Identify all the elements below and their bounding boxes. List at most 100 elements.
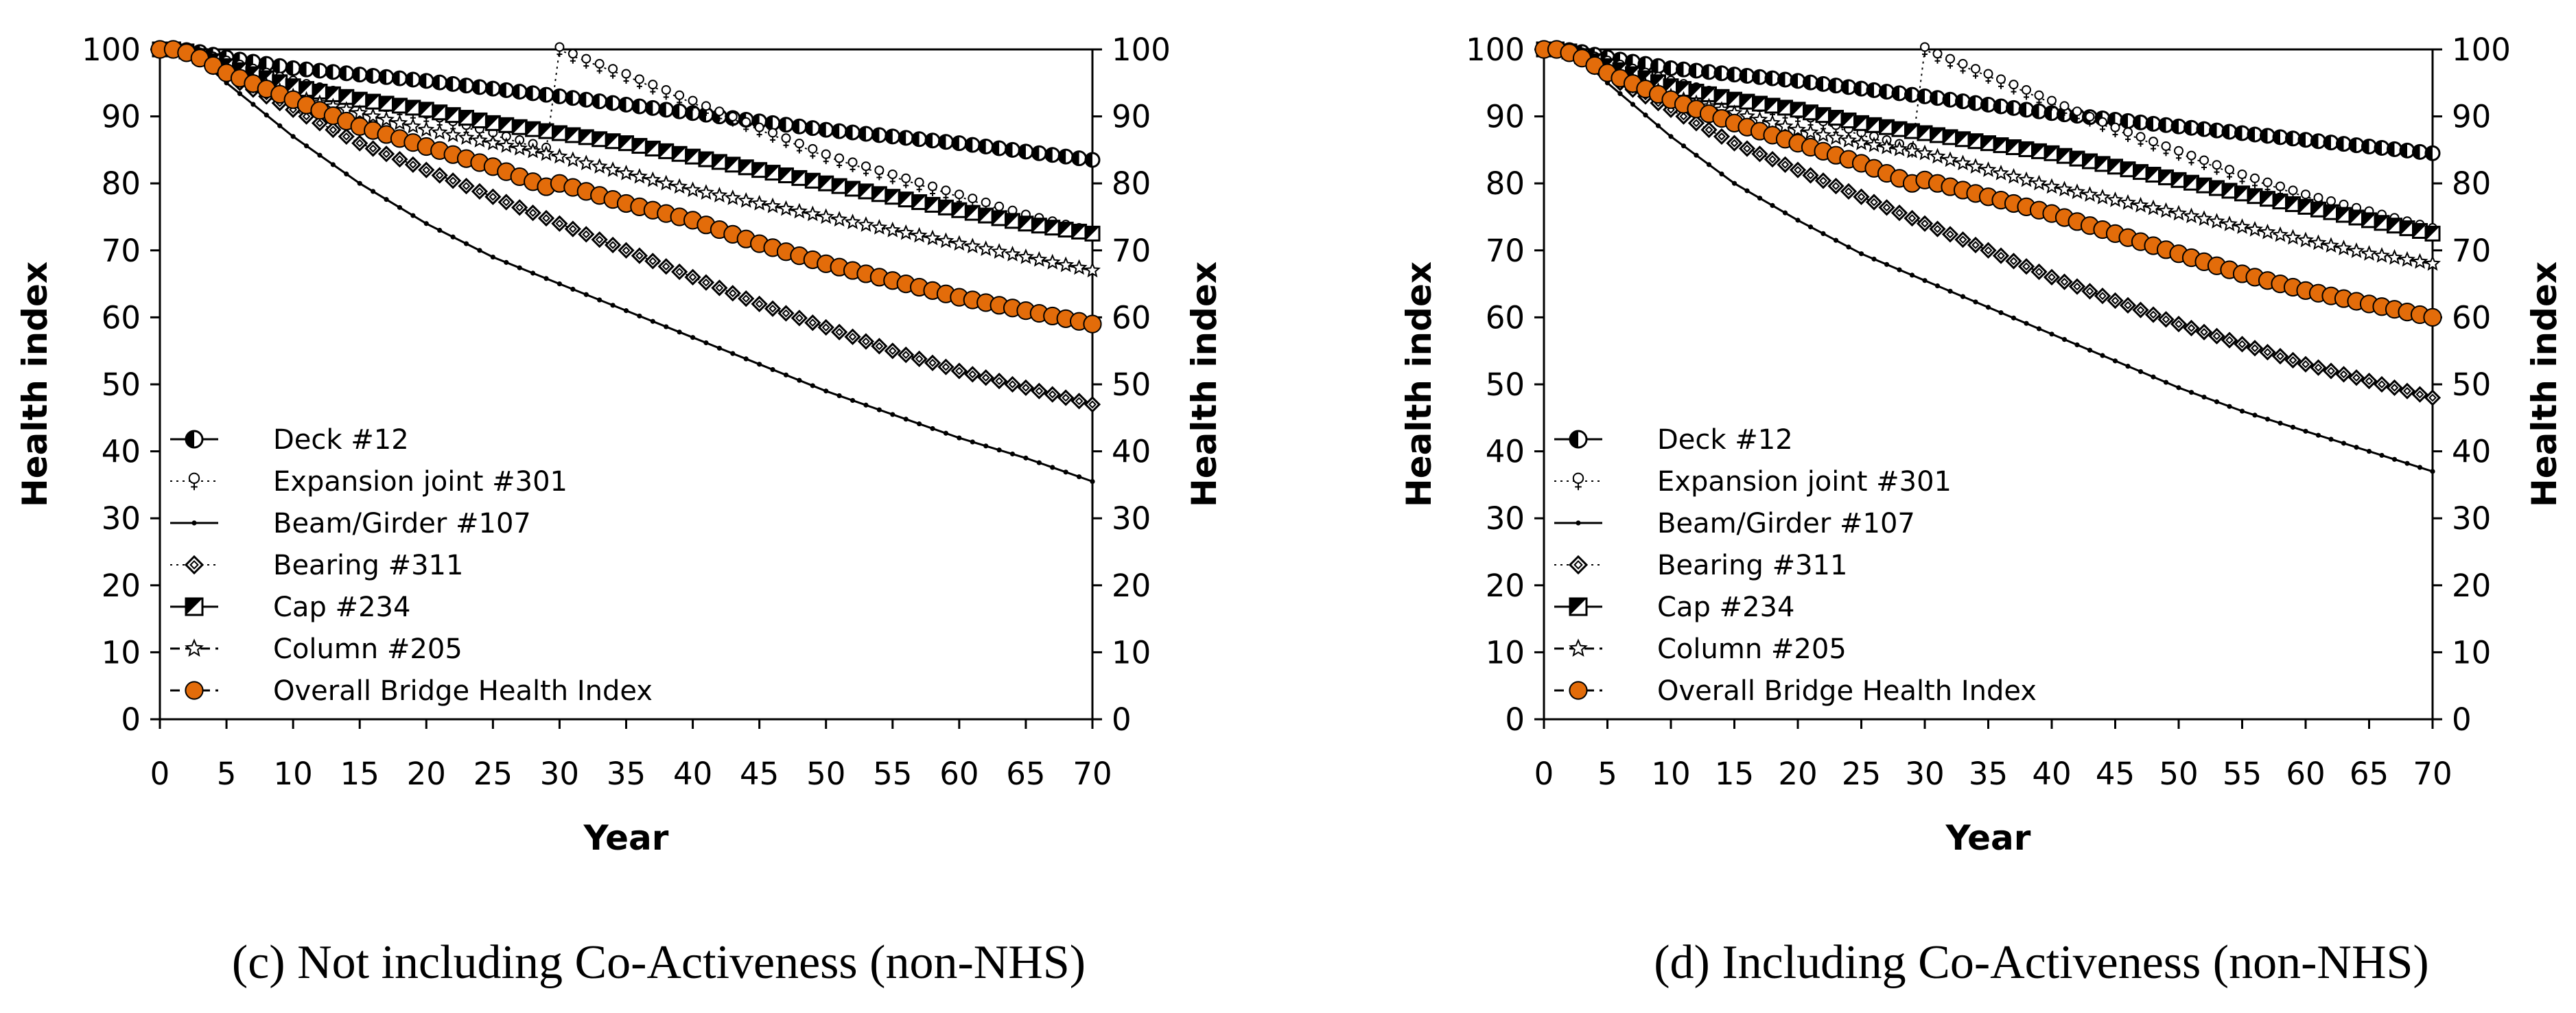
data-point xyxy=(623,308,629,314)
marker-fill xyxy=(339,90,353,104)
marker-inner xyxy=(395,155,404,163)
marker-ring xyxy=(1572,472,1584,484)
data-point xyxy=(703,340,709,346)
marker-star xyxy=(2005,167,2022,184)
marker-dot xyxy=(757,362,762,367)
legend-marker xyxy=(188,472,200,491)
data-point xyxy=(777,167,794,183)
legend-label: Bearing #311 xyxy=(1657,550,1847,581)
x-tick-label: 30 xyxy=(540,756,579,792)
marker-ring xyxy=(847,157,858,167)
marker-dot xyxy=(2061,337,2068,342)
marker-inner xyxy=(302,112,311,121)
y-tick-label-right: 50 xyxy=(2452,366,2491,403)
marker-inner xyxy=(2085,287,2094,296)
data-point xyxy=(834,153,845,169)
marker-star xyxy=(1084,261,1101,278)
marker-inner xyxy=(2302,360,2310,369)
legend-label: Beam/Girder #107 xyxy=(273,508,531,539)
marker-star xyxy=(2247,220,2263,237)
data-point xyxy=(344,171,349,177)
data-point xyxy=(2328,436,2334,442)
marker-fill xyxy=(885,129,893,143)
marker-dot xyxy=(930,426,935,432)
data-point xyxy=(764,165,781,181)
marker-inner xyxy=(2314,363,2323,372)
marker-star xyxy=(871,219,888,235)
marker-dot xyxy=(344,171,349,177)
data-point xyxy=(2125,364,2131,369)
data-point xyxy=(658,143,675,159)
y-tick-label-right: 70 xyxy=(2452,233,2491,269)
marker-fill xyxy=(1981,97,1989,112)
data-point xyxy=(290,134,296,139)
y-tick-label-right: 70 xyxy=(1112,233,1151,269)
marker-fill xyxy=(526,122,540,137)
data-point xyxy=(2246,340,2264,357)
marker-ring xyxy=(2212,160,2222,170)
data-point xyxy=(264,113,269,118)
marker-star xyxy=(671,178,688,194)
data-point xyxy=(817,208,834,224)
data-point xyxy=(2145,199,2162,216)
data-point xyxy=(890,412,895,417)
marker-fill xyxy=(1753,70,1760,84)
series-bearing-311 xyxy=(1535,40,2442,406)
data-point xyxy=(418,102,434,118)
data-point xyxy=(2049,331,2054,337)
marker-dot xyxy=(477,248,482,253)
data-point xyxy=(2348,242,2365,258)
marker-fill xyxy=(1905,88,1912,102)
data-point xyxy=(250,102,256,107)
data-point xyxy=(497,137,515,153)
data-point xyxy=(554,42,565,57)
data-point xyxy=(471,79,488,95)
marker-ring xyxy=(2110,122,2120,132)
data-point xyxy=(1904,123,1920,139)
data-point xyxy=(898,130,914,146)
marker-dot xyxy=(450,234,456,240)
data-point xyxy=(1790,73,1806,89)
marker-dot xyxy=(2163,380,2169,385)
marker-fill xyxy=(1829,110,1843,125)
marker-dot xyxy=(650,318,655,324)
marker-dot xyxy=(2074,342,2080,348)
marker-fill xyxy=(286,61,294,75)
marker-fill xyxy=(2286,197,2300,211)
data-point xyxy=(2264,417,2271,422)
data-point xyxy=(2074,342,2080,348)
marker-dot xyxy=(530,270,536,276)
data-point xyxy=(2183,207,2200,224)
data-point xyxy=(524,142,541,159)
marker-fill xyxy=(1956,132,1970,146)
data-point xyxy=(2132,196,2149,213)
data-point xyxy=(2275,181,2285,197)
marker-inner xyxy=(848,332,857,341)
data-point xyxy=(2366,449,2372,454)
marker-ring xyxy=(608,64,618,74)
marker-star xyxy=(2107,191,2124,207)
data-point xyxy=(537,209,555,227)
marker-dot xyxy=(690,335,696,340)
data-point xyxy=(2183,319,2200,337)
marker-fill xyxy=(2223,125,2229,139)
marker-fill xyxy=(845,126,853,140)
marker-star xyxy=(2297,231,2314,248)
data-point xyxy=(1050,465,1055,470)
data-point xyxy=(2373,375,2391,393)
data-point xyxy=(764,300,782,317)
marker-inner xyxy=(702,278,710,287)
data-point xyxy=(1967,236,1984,254)
marker-fill xyxy=(1715,90,1729,104)
x-tick-label: 5 xyxy=(217,756,237,792)
marker-ring xyxy=(1996,74,2006,84)
marker-inner xyxy=(2098,292,2107,301)
marker-dot xyxy=(410,213,416,218)
marker-fill xyxy=(592,94,600,108)
marker-inner xyxy=(1075,397,1084,406)
marker-ring xyxy=(2313,193,2323,203)
data-point xyxy=(2157,311,2175,328)
marker-dot xyxy=(2391,456,2398,462)
marker-fill xyxy=(2273,130,2280,144)
data-point xyxy=(898,346,915,364)
